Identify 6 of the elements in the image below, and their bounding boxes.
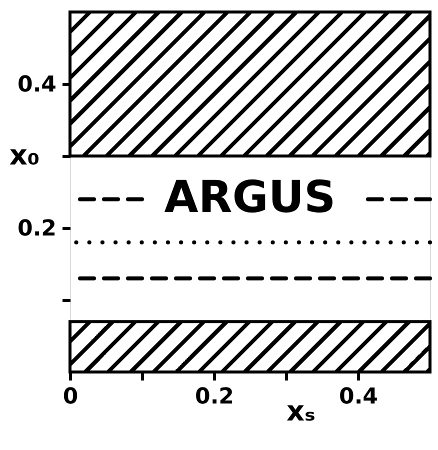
x-axis-title: xₛ [286,394,316,428]
x-tick-label: 0.4 [339,384,378,410]
x-tick-label: 0.2 [195,384,234,410]
y-axis-title: x₀ [9,138,40,172]
x-tick-label: 0 [62,384,78,410]
ref-line-label: ARGUS [164,172,336,224]
